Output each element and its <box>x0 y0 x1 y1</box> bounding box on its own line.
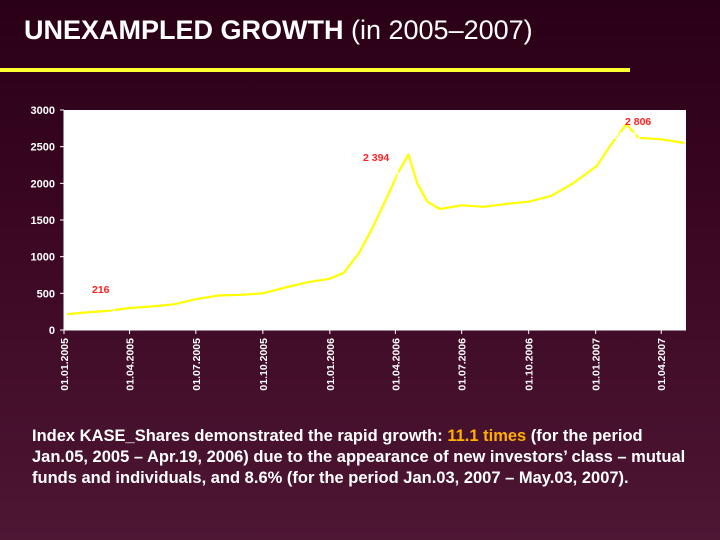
slide-caption: Index KASE_Shares demonstrated the rapid… <box>32 426 702 489</box>
caption-part-1: Index KASE_Shares demonstrated the rapid… <box>32 427 448 445</box>
x-tick-label: 01.04.2005 <box>125 338 137 391</box>
y-axis: 0 500 1000 1500 2000 2500 3000 <box>31 105 65 337</box>
annotations: 216 (05.01.05) 2 394 (19.04.06) 2 806 (12.02.… <box>72 116 651 313</box>
caption-part-2: (for the period Jan.05, 2005 – Apr.19, 2… <box>32 427 686 487</box>
y-tick-label: 2500 <box>31 142 55 154</box>
annotation-date: (05.01.05) <box>72 302 115 313</box>
x-tick-label: 01.01.2007 <box>591 338 603 391</box>
x-tick-label: 01.10.2006 <box>524 338 536 391</box>
x-tick-label: 01.04.2006 <box>390 338 402 391</box>
y-tick-label: 2000 <box>31 178 55 190</box>
x-axis: 01.01.2005 01.04.2005 01.07.2005 01.10.2005… <box>59 329 686 391</box>
title-underline <box>0 68 630 72</box>
x-tick-label: 01.04.2007 <box>656 338 668 391</box>
slide-title-rest: (in 2005–2007) <box>343 15 533 45</box>
annotation-value: 2 394 <box>363 152 389 164</box>
x-tick-label: 01.01.2006 <box>325 338 337 391</box>
y-tick-label: 500 <box>37 288 55 300</box>
y-tick-label: 1000 <box>31 252 55 264</box>
annotation-value: 216 <box>92 284 110 296</box>
kase-shares-chart: 0 500 1000 1500 2000 2500 3000 01.01.2005 01.04… <box>31 105 686 391</box>
plot-area <box>64 110 686 330</box>
x-tick-label: 01.10.2005 <box>258 338 270 391</box>
x-tick-label: 01.01.2005 <box>59 338 71 391</box>
annotation-date: (12.02.07) <box>597 131 640 142</box>
slide-title-lead: UNEXAMPLED GROWTH <box>24 15 344 45</box>
chart-title: KASE_Shares <box>72 125 172 142</box>
series-line <box>66 123 685 316</box>
y-tick-label: 1500 <box>31 215 55 227</box>
y-tick-label: 0 <box>49 325 55 337</box>
slide-title: UNEXAMPLED GROWTH (in 2005–2007) <box>24 16 644 45</box>
annotation-date: (19.04.06) <box>356 169 399 180</box>
y-tick-label: 3000 <box>31 105 55 117</box>
x-tick-label: 01.07.2006 <box>457 338 469 391</box>
x-tick-label: 01.07.2005 <box>191 338 203 391</box>
caption-highlight: 11.1 times <box>447 427 527 445</box>
annotation-value: 2 806 <box>625 116 651 128</box>
